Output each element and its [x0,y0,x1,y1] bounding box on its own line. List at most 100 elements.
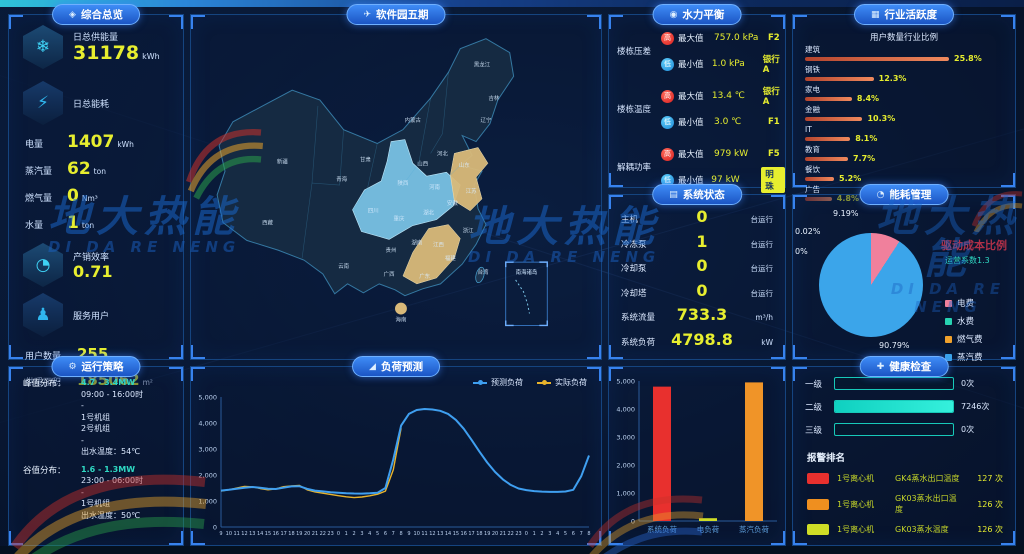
province-label-湖北: 湖北 [423,209,434,217]
hydraulic-row: 高最大值 13.4 ℃ 银行A [661,83,785,109]
province-label-吉林: 吉林 [488,94,499,102]
province-label-海南: 海南 [396,315,407,323]
map-hainan [395,302,407,315]
y-tick-label: 2,000 [616,462,635,470]
panel-load-bars: 0 1,000 2,000 3,000 4,000 5,000 系统负荷 电负荷 蒸汽负荷 [608,366,786,546]
x-tick-label: 10 [414,531,420,537]
legend-item[interactable]: 电费 [945,297,983,309]
legend-name: 蒸汽费 [957,353,983,363]
supply-label: 日总供能量 [73,33,119,44]
x-tick-label: 16 [273,531,279,537]
alarm-row: 1号离心机 GK03蒸水出口温度 126 次 [807,493,1003,515]
y-tick-label: 2,000 [198,472,217,480]
x-tick-label: 0 [337,531,340,537]
hydraulic-row-target: 银行A [762,87,780,107]
industry-bar-value: 8.4% [856,94,880,103]
system-row-unit: kW [761,337,773,347]
x-tick-label: 16 [461,531,467,537]
supply-unit: kWh [142,52,160,62]
load-bar-chart: 0 1,000 2,000 3,000 4,000 5,000 系统负荷 电负荷 蒸汽负荷 [616,378,777,534]
panel-health-header[interactable]: ✚ 健康检查 [859,356,949,377]
health-bar-row: 二级 7246次 [805,400,1003,413]
x-tick-label: 12 [241,531,247,537]
serve-label: 服务用户 [73,311,110,322]
panel-forecast-title: 负荷预测 [380,361,423,373]
hydraulic-group-rows: 高最大值 979 kW F5 低最小值 97 kW 明珠 [661,141,785,193]
strategy-range: 1.6 - 1.3MW [81,464,136,474]
x-tick-label: 14 [445,531,451,537]
hydraulic-row-name: 最大值 [678,92,704,102]
strategy-line: 出水温度：54℃ [81,447,141,456]
x-tick-label: 22 [320,531,326,537]
system-row-unit: 台运行 [750,288,774,298]
province-label-黑龙江: 黑龙江 [474,60,491,68]
industry-bar-line: 5.2% [805,174,1005,183]
industry-row: 金融 10.3% [805,105,1005,123]
meter-unit: ton [93,167,106,176]
forecast-legend-item[interactable]: 实际负荷 [537,377,587,388]
y-tick-label: 1,000 [198,498,217,506]
panel-industry-title: 行业活跃度 [884,9,938,21]
system-row-label: 系统流量 [621,313,656,323]
system-row-value: 0 [696,280,708,300]
forecast-legend-item[interactable]: 预测负荷 [473,377,523,388]
hydraulic-row-name: 最小值 [678,176,704,186]
energy-icon: ◔ [876,189,885,200]
x-tick-label: 10 [226,531,232,537]
alarm-row: 1号离心机 GK03蒸水温度 126 次 [807,524,1003,535]
x-tick-label: 20 [492,531,498,537]
industry-bar [805,56,949,61]
x-tick-label: 9 [407,531,410,537]
panel-forecast-header[interactable]: ◢ 负荷预测 [352,356,440,377]
panel-map-header[interactable]: ✈ 软件园五期 [346,4,446,25]
panel-overview-header[interactable]: ◈ 综合总览 [52,4,140,25]
legend-item[interactable]: 燃气费 [945,333,983,345]
alarm-rank-badge [807,524,829,535]
province-borders [301,72,461,259]
province-label-重庆: 重庆 [394,215,405,223]
hydraulic-group: 解耦功率高最大值 979 kW F5 低最小值 97 kW 明珠 [609,141,785,193]
x-tick-label: 6 [572,531,575,537]
system-row: 冷冻泵 1 台运行 [621,232,773,257]
hydraulic-row-value: 13.4 ℃ [711,91,745,101]
x-tick-label: 3 [360,531,363,537]
x-tick-label: 0 [525,531,528,537]
min-badge-icon: 低 [661,173,674,187]
province-label-四川: 四川 [368,208,379,215]
panel-energy-header[interactable]: ◔ 能耗管理 [859,184,949,205]
system-row-value: 1 [696,231,708,251]
x-tick-label: 20 [304,531,310,537]
panel-health-title: 健康检查 [889,361,932,373]
meter-label: 蒸汽量 [25,167,53,177]
industry-category-label: 餐饮 [805,165,820,174]
x-tick-label: 2 [540,531,543,537]
industry-icon: ▦ [870,9,880,20]
x-tick-label: 13 [437,531,443,537]
legend-item[interactable]: 水费 [945,315,983,327]
legend-swatch [945,335,952,343]
y-tick-label: 3,000 [616,434,635,442]
map-taiwan [475,266,485,284]
x-tick-label: 2 [353,531,356,537]
province-label-甘肃: 甘肃 [360,155,371,163]
system-row-label: 冷却泵 [621,264,647,274]
users-icon: ♟ [23,293,63,337]
panel-system-title: 系统状态 [682,189,725,201]
panel-industry-header[interactable]: ▦ 行业活跃度 [853,4,955,25]
system-rows: 主机 0 台运行 冷冻泵 1 台运行 冷却泵 0 台运行 冷却塔 0 台运行 系统流量 733.3 m³/h… [609,207,785,354]
forecast-legend-marker [537,380,551,385]
hydraulic-row-value: 1.0 kPa [711,59,745,69]
health-bar-row: 三级 0次 [805,423,1003,436]
panel-hydraulic-header[interactable]: ◉ 水力平衡 [652,4,742,25]
map-icon: ✈ [363,9,372,20]
panel-strategy-header[interactable]: ⚙ 运行策略 [51,356,141,377]
legend-item[interactable]: 蒸汽费 [945,351,983,363]
health-bar-track [834,423,954,436]
strategy-range: 4.7 - 3.4MW [81,378,136,387]
forecast-legend: 预测负荷 实际负荷 [473,377,587,388]
y-tick-label: 5,000 [198,394,217,402]
hydraulic-row-target: F2 [768,33,780,43]
panel-system-header[interactable]: ▤ 系统状态 [652,184,742,205]
